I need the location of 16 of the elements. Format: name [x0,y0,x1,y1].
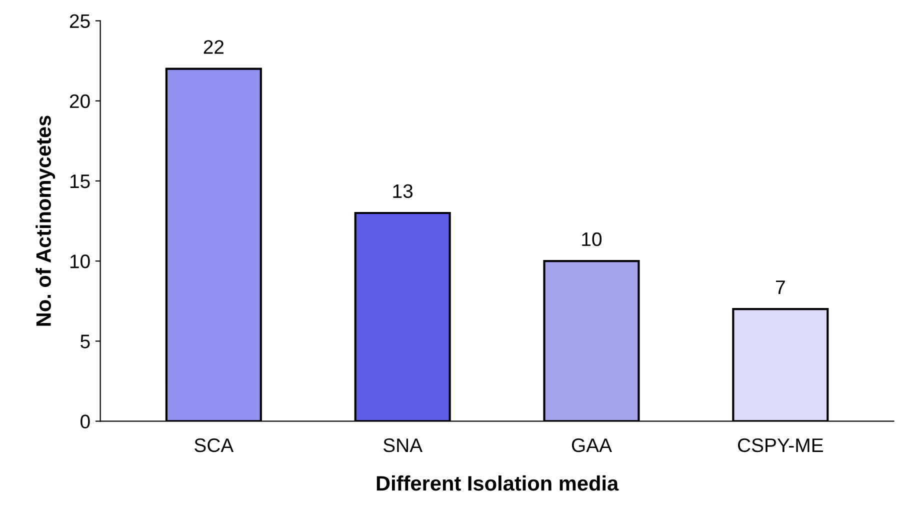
x-tick-label: SNA [383,438,423,452]
data-label: 22 [204,40,224,54]
data-label: 10 [582,232,602,246]
data-label: 7 [776,280,785,294]
y-tick-label: 5 [80,334,90,348]
y-tick-label: 25 [70,14,90,28]
data-label: 13 [393,184,413,198]
y-tick-label: 20 [70,94,90,108]
y-tick-label: 0 [80,414,90,428]
y-tick-label: 10 [70,254,90,268]
x-tick-label: CSPY-ME [738,438,823,452]
y-tick-label: 15 [70,174,90,188]
x-tick-label: GAA [572,438,612,452]
x-axis-title: Different Isolation media [376,475,619,491]
y-axis-title: No. of Actinomycetes [36,116,56,326]
x-tick-label: SCA [194,438,234,452]
